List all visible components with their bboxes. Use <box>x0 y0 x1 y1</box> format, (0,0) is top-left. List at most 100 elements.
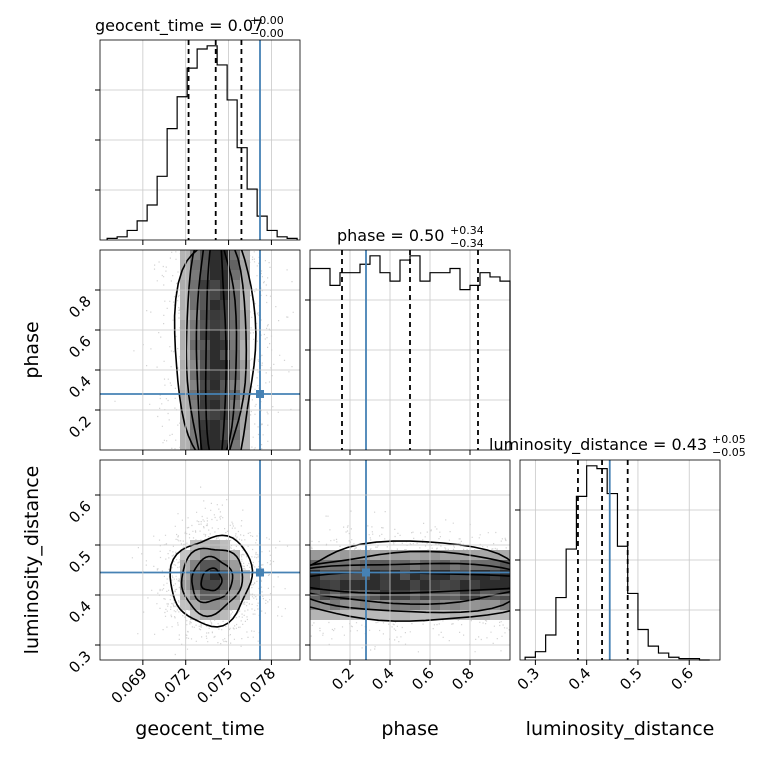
joint-phase-luminosity-distance-density-cell <box>430 580 440 590</box>
joint-geocent-time-phase-density-cell <box>210 350 220 360</box>
joint-geocent-time-phase-density-cell <box>230 410 240 420</box>
joint-geocent-time-phase-density-cell <box>230 320 240 330</box>
joint-geocent-time-luminosity-distance-density-cell <box>200 580 210 590</box>
joint-geocent-time-phase-density-cell <box>200 430 210 440</box>
xtick-label-phase-1: 0.4 <box>368 664 398 694</box>
title-geocent-time-sub: −0.00 <box>250 27 284 40</box>
joint-geocent-time-luminosity-distance-density-cell <box>200 560 210 570</box>
joint-geocent-time-phase-density-cell <box>200 260 210 270</box>
joint-phase-luminosity-distance-density-cell <box>340 550 350 560</box>
joint-geocent-time-phase-density-cell <box>240 400 250 410</box>
joint-phase-luminosity-distance-density-cell <box>330 550 340 560</box>
joint-geocent-time-luminosity-distance-density-cell <box>220 580 230 590</box>
joint-geocent-time-phase-density-cell <box>210 300 220 310</box>
joint-geocent-time-phase-density-cell <box>220 360 230 370</box>
joint-geocent-time-luminosity-distance-density-cell <box>180 570 190 580</box>
joint-geocent-time-phase-density-cell <box>230 420 240 430</box>
joint-geocent-time-phase-density-cell <box>230 350 240 360</box>
joint-phase-luminosity-distance-content <box>310 460 510 660</box>
hist-geocent-time-step <box>106 45 298 240</box>
joint-geocent-time-phase-density-cell <box>210 250 220 260</box>
title-geocent-time-sup: +0.00 <box>250 14 284 27</box>
joint-geocent-time-phase-density-cell <box>230 260 240 270</box>
joint-phase-luminosity-distance-density-cell <box>450 570 460 580</box>
joint-phase-luminosity-distance-density-cell <box>380 600 390 610</box>
joint-geocent-time-phase-density-cell <box>210 310 220 320</box>
joint-phase-luminosity-distance-density-cell <box>390 610 400 620</box>
joint-geocent-time-phase-density-cell <box>220 380 230 390</box>
joint-phase-luminosity-distance-density-cell <box>310 550 320 560</box>
joint-geocent-time-phase-density-cell <box>230 360 240 370</box>
joint-phase-luminosity-distance-density-cell <box>370 610 380 620</box>
joint-geocent-time-phase-density-cell <box>190 360 200 370</box>
joint-geocent-time-phase-density-cell <box>180 310 190 320</box>
joint-geocent-time-phase-density-cell <box>190 420 200 430</box>
joint-geocent-time-phase-density-cell <box>210 400 220 410</box>
joint-geocent-time-phase-density-cell <box>190 390 200 400</box>
title-phase: phase = 0.50 <box>337 226 444 245</box>
joint-geocent-time-phase-density-cell <box>180 340 190 350</box>
joint-geocent-time-phase-density-cell <box>180 380 190 390</box>
joint-geocent-time-phase-density-cell <box>180 290 190 300</box>
joint-geocent-time-luminosity-distance-frame <box>99 459 301 661</box>
joint-geocent-time-phase-density-cell <box>200 310 210 320</box>
ytick-label-phase-3: 0.8 <box>65 292 95 322</box>
xtick-label-geocent-time-1: 0.072 <box>150 664 193 707</box>
hist-geocent-time-frame <box>99 39 301 241</box>
joint-geocent-time-phase-density-cell <box>180 370 190 380</box>
joint-phase-luminosity-distance-density-cell <box>410 600 420 610</box>
joint-geocent-time-phase-density-cell <box>190 350 200 360</box>
joint-phase-luminosity-distance-density-cell <box>310 610 320 620</box>
joint-phase-luminosity-distance-density-cell <box>420 580 430 590</box>
joint-phase-luminosity-distance-density-cell <box>350 570 360 580</box>
joint-geocent-time-luminosity-distance-density-cell <box>230 560 240 570</box>
joint-geocent-time-phase-density-cell <box>230 280 240 290</box>
joint-geocent-time-phase-density-cell <box>210 440 220 450</box>
joint-phase-luminosity-distance-density-cell <box>440 560 450 570</box>
xtick-label-phase-2: 0.6 <box>408 664 438 694</box>
joint-geocent-time-phase-density-cell <box>240 440 250 450</box>
joint-phase-luminosity-distance-density-cell <box>490 560 500 570</box>
joint-geocent-time-phase-density-cell <box>240 290 250 300</box>
joint-geocent-time-phase-density-cell <box>200 280 210 290</box>
joint-geocent-time-phase-density-cell <box>190 290 200 300</box>
joint-geocent-time-phase-density-cell <box>180 320 190 330</box>
joint-geocent-time-luminosity-distance-density-cell <box>240 570 250 580</box>
joint-geocent-time-phase-density-cell <box>230 340 240 350</box>
joint-phase-luminosity-distance-density-cell <box>360 610 370 620</box>
joint-geocent-time-phase-density-cell <box>200 270 210 280</box>
joint-geocent-time-phase-density-cell <box>210 270 220 280</box>
joint-geocent-time-phase-density-cell <box>210 340 220 350</box>
ylabel-phase: phase <box>21 321 43 378</box>
joint-geocent-time-phase-density-cell <box>180 430 190 440</box>
joint-phase-luminosity-distance-density-cell <box>380 550 390 560</box>
joint-phase-luminosity-distance-density-cell <box>390 550 400 560</box>
joint-geocent-time-phase-density-cell <box>180 280 190 290</box>
joint-phase-luminosity-distance-density-cell <box>470 550 480 560</box>
joint-geocent-time-phase-density-cell <box>210 360 220 370</box>
joint-phase-luminosity-distance-contour-2 <box>310 550 510 614</box>
joint-geocent-time-luminosity-distance-density-cell <box>210 580 220 590</box>
joint-phase-luminosity-distance-density-cell <box>450 580 460 590</box>
joint-phase-luminosity-distance-density-cell <box>450 610 460 620</box>
joint-geocent-time-phase-density-cell <box>210 290 220 300</box>
joint-phase-luminosity-distance-density-cell <box>380 580 390 590</box>
joint-phase-luminosity-distance-density-cell <box>430 610 440 620</box>
joint-geocent-time-luminosity-distance-density-cell <box>210 570 220 580</box>
joint-phase-luminosity-distance-density-cell <box>380 610 390 620</box>
joint-geocent-time-phase-density-cell <box>190 340 200 350</box>
joint-phase-luminosity-distance-density-cell <box>400 580 410 590</box>
joint-geocent-time-phase-density-cell <box>240 390 250 400</box>
joint-geocent-time-phase-contour-2 <box>185 250 248 450</box>
joint-geocent-time-phase-density-cell <box>180 250 190 260</box>
joint-phase-luminosity-distance-density-cell <box>380 570 390 580</box>
joint-phase-luminosity-distance-density-cell <box>370 600 380 610</box>
joint-geocent-time-luminosity-distance-density-cell <box>240 580 250 590</box>
xlabel-phase: phase <box>381 718 438 740</box>
joint-geocent-time-phase-density-cell <box>200 360 210 370</box>
joint-geocent-time-phase-content <box>100 250 300 450</box>
xlabel-geocent-time: geocent_time <box>135 718 264 740</box>
joint-phase-luminosity-distance-density-cell <box>460 560 470 570</box>
joint-phase-luminosity-distance-density-cell <box>480 600 490 610</box>
joint-geocent-time-luminosity-distance-density-cell <box>210 560 220 570</box>
